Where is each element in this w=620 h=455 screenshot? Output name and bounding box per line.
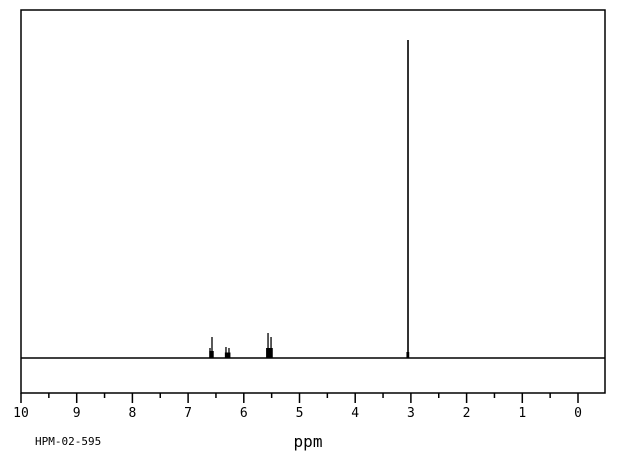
peak-base <box>224 352 231 358</box>
peak-base <box>266 348 273 358</box>
axis-tick-label: 1 <box>518 406 526 421</box>
axis-tick-label: 0 <box>574 406 582 421</box>
axis-tick-label: 2 <box>463 406 471 421</box>
axis-tick-label: 10 <box>13 406 29 421</box>
axis-tick-label: 5 <box>296 406 304 421</box>
x-axis-unit-label: ppm <box>294 432 323 451</box>
sample-id-label: HPM-02-595 <box>35 435 101 448</box>
axis-tick-label: 7 <box>184 406 192 421</box>
axis-tick-label: 4 <box>351 406 359 421</box>
spectrum-plot: 10 9 8 7 6 5 4 3 2 1 0 <box>13 9 606 421</box>
axis-tick-label: 6 <box>240 406 248 421</box>
axis-tick-label: 9 <box>73 406 81 421</box>
plot-frame <box>20 9 606 394</box>
axis-tick-label: 8 <box>128 406 136 421</box>
axis-tick-label: 3 <box>407 406 415 421</box>
